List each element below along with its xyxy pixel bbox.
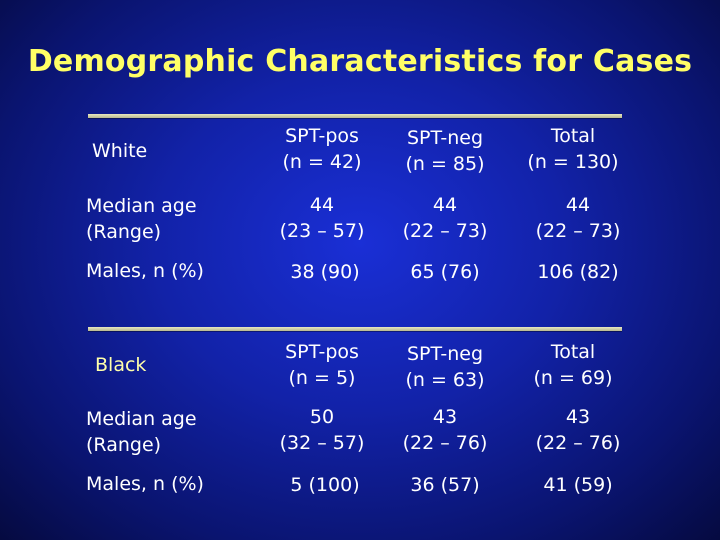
header-spt-pos: SPT-pos: [285, 341, 359, 363]
header-total: Total: [550, 125, 596, 147]
header-spt-pos: SPT-pos: [285, 125, 359, 147]
males-value: 5 (100): [290, 474, 360, 496]
age-range-value: (22 – 76): [535, 432, 621, 454]
row-label-males: Males, n (%): [86, 473, 204, 495]
section-divider-black: [88, 327, 622, 331]
header-spt-neg: SPT-neg: [406, 343, 484, 365]
slide-title: Demographic Characteristics for Cases: [27, 44, 693, 79]
age-range-value: (23 – 57): [279, 220, 365, 242]
row-label-range: (Range): [86, 221, 162, 243]
age-range-value: (32 – 57): [279, 432, 365, 454]
males-value: 36 (57): [410, 474, 480, 496]
section-divider-white: [88, 114, 622, 118]
header-total: Total: [550, 341, 596, 363]
males-value: 41 (59): [543, 474, 613, 496]
median-age-value: 43: [432, 406, 458, 428]
age-range-value: (22 – 73): [402, 220, 488, 242]
males-value: 106 (82): [537, 261, 619, 283]
median-age-value: 44: [565, 194, 591, 216]
row-label-males: Males, n (%): [86, 260, 204, 282]
header-spt-neg: SPT-neg: [406, 127, 484, 149]
header-spt-neg-n: (n = 85): [405, 153, 485, 175]
median-age-value: 44: [432, 194, 458, 216]
row-label-range: (Range): [86, 434, 162, 456]
header-total-n: (n = 130): [527, 151, 619, 173]
header-spt-pos-n: (n = 42): [282, 151, 362, 173]
age-range-value: (22 – 73): [535, 220, 621, 242]
header-spt-neg-n: (n = 63): [405, 369, 485, 391]
row-label-median-age: Median age: [86, 408, 197, 430]
header-spt-pos-n: (n = 5): [288, 367, 356, 389]
header-total-n: (n = 69): [533, 367, 613, 389]
age-range-value: (22 – 76): [402, 432, 488, 454]
row-label-median-age: Median age: [86, 195, 197, 217]
median-age-value: 50: [309, 406, 335, 428]
section-label-white: White: [92, 140, 148, 162]
median-age-value: 44: [309, 194, 335, 216]
males-value: 38 (90): [290, 261, 360, 283]
section-label-black: Black: [95, 354, 147, 376]
median-age-value: 43: [565, 406, 591, 428]
males-value: 65 (76): [410, 261, 480, 283]
